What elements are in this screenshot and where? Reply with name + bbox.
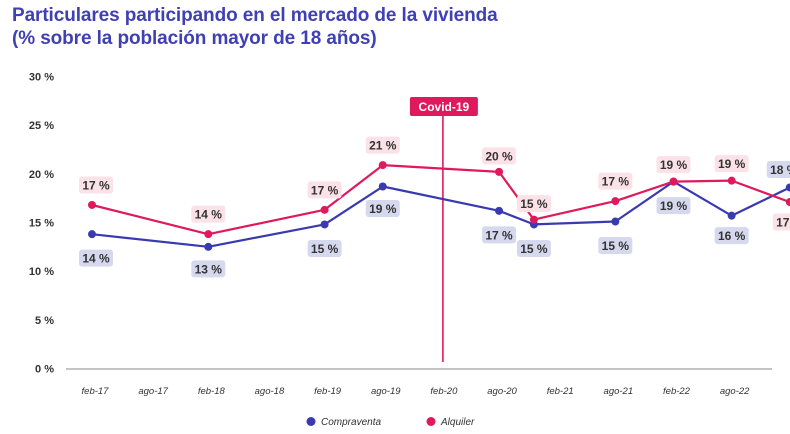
alquiler-point	[727, 176, 736, 185]
y-tick-label: 0 %	[35, 364, 54, 376]
compraventa-data-label: 18 %	[770, 163, 790, 177]
alquiler-data-label-bg	[79, 176, 113, 194]
alquiler-data-label: 21 %	[369, 139, 397, 153]
alquiler-data-label-bg	[516, 195, 551, 213]
compraventa-data-label-bg	[307, 239, 342, 257]
compraventa-point	[88, 230, 96, 239]
x-tick-label: feb-19	[314, 386, 342, 397]
alquiler-data-label: 17 %	[776, 216, 790, 230]
compraventa-data-label: 14 %	[82, 252, 110, 266]
alquiler-point	[320, 205, 329, 214]
alquiler-data-label: 17 %	[602, 175, 630, 189]
y-tick-label: 10 %	[29, 266, 54, 278]
covid-annotation-label: Covid-19	[419, 100, 470, 114]
legend-compraventa-label: Compraventa	[321, 417, 381, 428]
alquiler-data-label: 19 %	[660, 158, 688, 172]
alquiler-data-label: 15 %	[520, 197, 548, 211]
compraventa-data-label: 15 %	[311, 242, 339, 256]
alquiler-data-label-bg	[772, 213, 790, 231]
x-tick-label: ago-18	[255, 386, 285, 397]
data-labels-layer: 14 % 13 % 15 % 19 % 17 % 15 % 15 % 19 % 16 % 18 %…	[79, 136, 790, 278]
covid-annotation-box	[409, 97, 478, 116]
x-tick-label: ago-19	[371, 386, 401, 397]
x-tick-label: ago-21	[604, 386, 634, 397]
alquiler-line	[91, 164, 790, 236]
compraventa-data-label-bg	[766, 160, 790, 178]
alquiler-point	[529, 215, 538, 224]
x-tick-label: feb-18	[198, 386, 226, 397]
compraventa-data-label: 17 %	[485, 228, 513, 242]
alquiler-data-label: 19 %	[718, 157, 746, 171]
y-tick-label: 5 %	[35, 315, 54, 327]
x-tick-label: feb-21	[547, 386, 574, 397]
alquiler-point	[611, 197, 620, 206]
alquiler-data-label-bg	[482, 147, 517, 165]
legend-compraventa-marker	[306, 417, 316, 426]
alquiler-data-label-bg	[656, 156, 691, 174]
compraventa-point	[785, 183, 790, 192]
compraventa-data-label-bg	[482, 226, 517, 244]
compraventa-data-label-bg	[365, 199, 400, 217]
compraventa-point	[495, 206, 504, 215]
x-tick-label: ago-17	[138, 386, 168, 397]
compraventa-data-label: 15 %	[520, 242, 548, 256]
compraventa-data-label: 13 %	[195, 262, 223, 276]
compraventa-data-label: 19 %	[660, 199, 688, 213]
compraventa-point	[611, 217, 620, 226]
alquiler-data-label: 20 %	[485, 149, 513, 163]
alquiler-data-label-bg	[365, 136, 400, 154]
y-tick-label: 25 %	[29, 120, 54, 132]
alquiler-data-label-bg	[191, 205, 226, 223]
compraventa-point	[378, 182, 387, 191]
compraventa-data-label: 16 %	[718, 229, 746, 243]
x-tick-label: feb-17	[82, 386, 110, 397]
alquiler-data-label-bg	[307, 181, 342, 199]
alquiler-data-label: 17 %	[311, 183, 339, 197]
compraventa-data-label: 19 %	[369, 202, 397, 216]
alquiler-data-label: 14 %	[195, 208, 223, 222]
compraventa-data-label-bg	[656, 197, 691, 215]
compraventa-data-label-bg	[516, 239, 551, 257]
alquiler-data-label: 17 %	[82, 178, 110, 192]
compraventa-data-label-bg	[79, 249, 113, 267]
compraventa-data-label-bg	[191, 260, 226, 278]
alquiler-point	[669, 177, 678, 186]
y-tick-label: 20 %	[29, 169, 54, 181]
compraventa-data-label-bg	[714, 227, 749, 245]
legend-alquiler-label: Alquiler	[440, 417, 475, 428]
x-tick-label: feb-20	[430, 386, 458, 397]
alquiler-point	[204, 230, 213, 239]
alquiler-data-label-bg	[714, 155, 749, 173]
y-tick-label: 30 %	[29, 72, 54, 84]
x-tick-label: feb-22	[663, 386, 691, 397]
compraventa-point	[204, 242, 213, 251]
legend-alquiler-marker	[426, 417, 436, 426]
compraventa-data-label: 15 %	[602, 239, 630, 253]
alquiler-point	[785, 198, 790, 207]
compraventa-point	[727, 211, 736, 220]
alquiler-point	[88, 200, 96, 209]
x-tick-label: ago-20	[487, 386, 517, 397]
alquiler-data-label-bg	[598, 172, 633, 190]
chart-title-line-1: Particulares participando en el mercado …	[12, 5, 498, 26]
alquiler-point	[495, 167, 504, 176]
chart-title: Particulares participando en el mercado …	[12, 4, 498, 50]
compraventa-point	[320, 220, 329, 229]
chart-title-line-2: (% sobre la población mayor de 18 años)	[12, 28, 377, 49]
compraventa-line	[91, 180, 790, 248]
alquiler-point	[378, 161, 387, 170]
x-tick-label: ago-22	[720, 386, 750, 397]
y-tick-label: 15 %	[29, 218, 54, 230]
compraventa-data-label-bg	[598, 237, 633, 255]
legend: Compraventa Alquiler	[306, 417, 475, 428]
